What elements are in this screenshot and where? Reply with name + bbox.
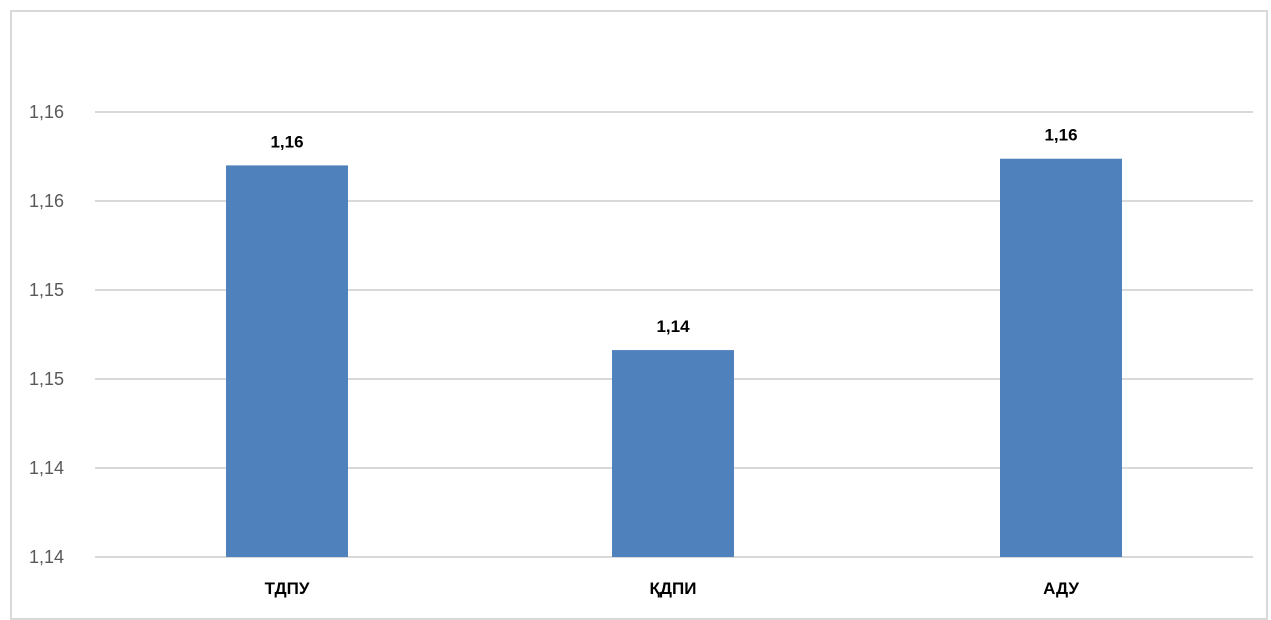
data-labels: 1,16 1,14 1,16 [270,126,1077,336]
y-tick-label: 1,14 [29,547,64,567]
x-category-label: ТДПУ [265,579,310,598]
bars [226,158,1122,557]
bar [612,350,734,557]
data-label: 1,16 [270,132,303,151]
y-axis-ticks: 1,14 1,14 1,15 1,15 1,16 1,16 [29,102,64,567]
y-tick-label: 1,16 [29,191,64,211]
y-tick-label: 1,15 [29,280,64,300]
y-tick-label: 1,15 [29,369,64,389]
x-category-label: АДУ [1043,579,1079,598]
x-axis-categories: ТДПУ ҚДПИ АДУ [265,579,1080,598]
bar [1000,158,1122,557]
data-label: 1,16 [1044,126,1077,145]
y-tick-label: 1,16 [29,102,64,122]
bar [226,165,348,557]
y-tick-label: 1,14 [29,458,64,478]
x-category-label: ҚДПИ [650,579,697,598]
data-label: 1,14 [656,317,690,336]
